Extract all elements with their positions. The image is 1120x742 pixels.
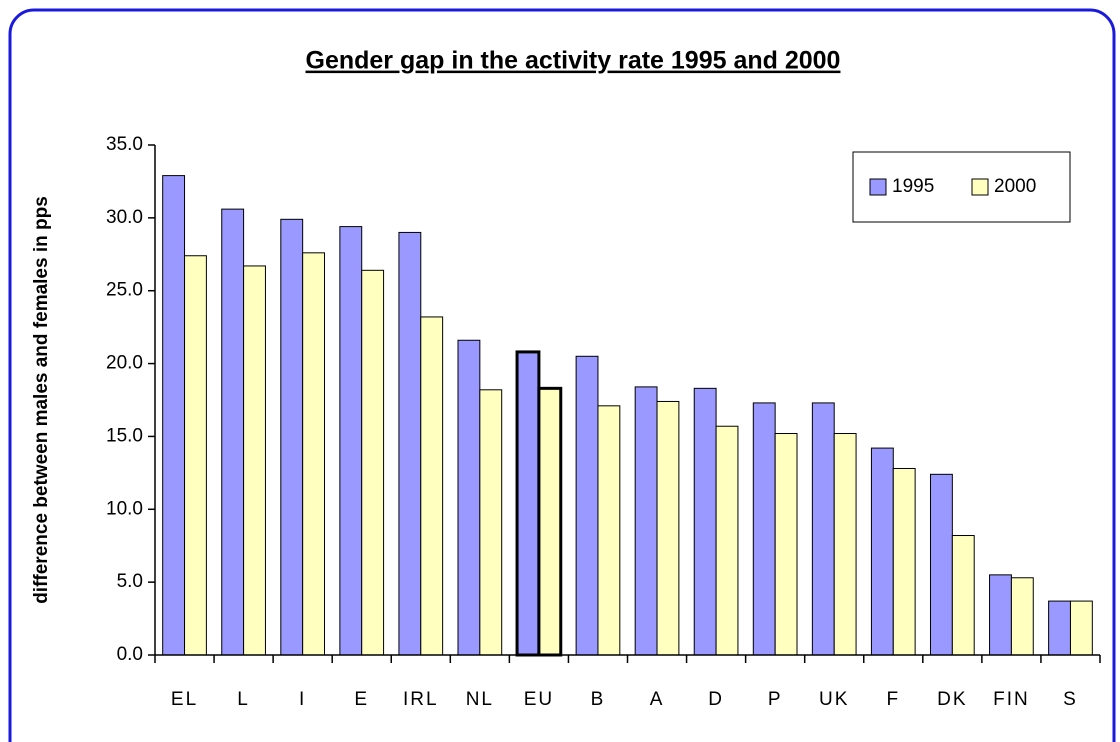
y-tick-label: 10.0 (106, 498, 143, 519)
bar (457, 339, 481, 656)
chart-title: Gender gap in the activity rate 1995 and… (306, 47, 841, 75)
bar (597, 405, 621, 656)
y-tick-label: 15.0 (106, 425, 143, 446)
x-tick-label: DK (937, 689, 967, 710)
x-tick-label: FIN (993, 689, 1030, 710)
x-tick-label: L (237, 689, 250, 710)
bar (280, 218, 304, 656)
x-tick-label: A (650, 689, 665, 710)
y-tick-label: 5.0 (117, 571, 143, 592)
x-tick-label: B (591, 689, 606, 710)
bar (989, 574, 1012, 656)
bar (951, 535, 975, 656)
bar (715, 425, 739, 656)
bar (420, 316, 444, 656)
bar (302, 252, 326, 656)
bar (243, 265, 266, 656)
x-tick-label: NL (466, 689, 494, 710)
x-tick-label: D (708, 689, 724, 710)
legend-box (852, 151, 1071, 223)
bar (361, 269, 385, 656)
bar (398, 231, 422, 656)
bar (656, 400, 680, 656)
x-tick-label: I (299, 689, 306, 710)
y-tick-label: 25.0 (106, 280, 143, 301)
bar (929, 473, 953, 656)
bar (634, 386, 658, 656)
bar (184, 255, 207, 656)
legend-label: 1995 (892, 176, 934, 197)
bar (774, 433, 798, 656)
legend-swatch (869, 178, 887, 196)
bar (515, 350, 541, 657)
x-tick-label: UK (819, 689, 849, 710)
bar (221, 208, 245, 656)
y-tick-label: 0.0 (117, 644, 143, 665)
bar (693, 387, 717, 656)
x-tick-label: EU (524, 689, 554, 710)
y-tick-label: 30.0 (106, 207, 143, 228)
y-tick-label: 20.0 (106, 353, 143, 374)
x-tick-label: F (886, 689, 900, 710)
y-tick-label: 35.0 (106, 134, 143, 155)
bar (479, 389, 503, 656)
bar (1010, 577, 1034, 656)
legend-label: 2000 (994, 176, 1036, 197)
bar (162, 175, 186, 656)
bar (752, 402, 776, 656)
x-tick-label: P (768, 689, 783, 710)
bar (537, 386, 563, 657)
bar (1069, 600, 1093, 656)
x-tick-label: S (1063, 689, 1078, 710)
bar (833, 433, 857, 656)
x-tick-label: E (354, 689, 369, 710)
bar (870, 447, 894, 656)
legend-swatch (971, 178, 989, 196)
bar (1048, 600, 1071, 656)
y-axis-label: difference between males and females in … (31, 196, 52, 604)
bar (892, 467, 916, 656)
x-tick-label: IRL (403, 689, 439, 710)
bar (811, 402, 835, 656)
x-tick-label: EL (171, 689, 198, 710)
bar (339, 226, 363, 656)
bar (575, 355, 599, 656)
